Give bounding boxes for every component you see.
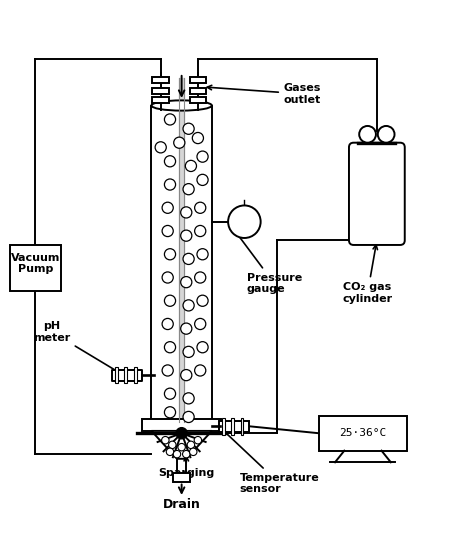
Circle shape — [183, 300, 194, 311]
Circle shape — [197, 174, 208, 185]
Ellipse shape — [151, 100, 212, 110]
Circle shape — [178, 443, 185, 451]
Circle shape — [378, 126, 394, 143]
Circle shape — [155, 142, 166, 153]
Bar — [112, 370, 142, 381]
FancyBboxPatch shape — [349, 143, 405, 245]
Circle shape — [181, 370, 192, 381]
Text: Pressure
gauge: Pressure gauge — [231, 225, 302, 295]
Bar — [222, 418, 225, 435]
Bar — [125, 367, 127, 384]
Circle shape — [162, 365, 173, 376]
Circle shape — [359, 126, 376, 143]
Circle shape — [181, 230, 192, 241]
Circle shape — [181, 207, 192, 218]
Text: pH
meter: pH meter — [33, 321, 119, 373]
Circle shape — [183, 253, 194, 265]
Circle shape — [192, 133, 203, 144]
Circle shape — [162, 272, 173, 283]
Circle shape — [181, 276, 192, 287]
Text: Sparging: Sparging — [158, 456, 214, 478]
Circle shape — [183, 123, 194, 134]
Circle shape — [166, 448, 173, 456]
Text: Gases
outlet: Gases outlet — [207, 83, 321, 105]
Circle shape — [194, 436, 201, 444]
Circle shape — [183, 411, 194, 422]
Circle shape — [228, 205, 261, 238]
Text: Temperature
sensor: Temperature sensor — [222, 430, 319, 495]
Bar — [142, 419, 221, 431]
Circle shape — [183, 346, 194, 357]
Text: CO₂ gas
cylinder: CO₂ gas cylinder — [343, 245, 392, 304]
Circle shape — [164, 249, 175, 260]
Circle shape — [164, 179, 175, 190]
Circle shape — [197, 249, 208, 260]
Circle shape — [195, 319, 206, 330]
Circle shape — [197, 151, 208, 162]
Circle shape — [162, 436, 169, 444]
Text: Vacuum
Pump: Vacuum Pump — [10, 253, 60, 274]
Bar — [231, 418, 234, 435]
Bar — [9, 245, 61, 291]
Circle shape — [164, 388, 175, 399]
Bar — [219, 421, 249, 432]
Text: Drain: Drain — [163, 498, 201, 511]
Circle shape — [164, 156, 175, 167]
Circle shape — [176, 428, 187, 439]
Bar — [152, 97, 169, 103]
Circle shape — [197, 295, 208, 306]
Circle shape — [197, 342, 208, 353]
Bar — [319, 416, 407, 451]
Circle shape — [173, 451, 181, 458]
Text: 25·36°C: 25·36°C — [339, 428, 386, 438]
Bar — [151, 105, 212, 426]
Circle shape — [173, 137, 185, 148]
Circle shape — [181, 323, 192, 334]
Circle shape — [164, 295, 175, 306]
Circle shape — [195, 272, 206, 283]
Bar — [173, 473, 190, 482]
Circle shape — [162, 319, 173, 330]
Bar — [241, 418, 244, 435]
Circle shape — [195, 225, 206, 236]
Bar — [134, 367, 137, 384]
Circle shape — [183, 393, 194, 404]
Bar — [115, 367, 118, 384]
Circle shape — [195, 202, 206, 213]
Circle shape — [164, 407, 175, 418]
Circle shape — [190, 448, 197, 456]
Circle shape — [162, 202, 173, 213]
Bar — [190, 88, 206, 94]
Circle shape — [164, 114, 175, 125]
Bar — [190, 77, 206, 83]
Circle shape — [187, 441, 195, 448]
Bar — [152, 77, 169, 83]
Circle shape — [169, 441, 176, 448]
Circle shape — [182, 451, 190, 458]
Circle shape — [195, 365, 206, 376]
Circle shape — [185, 160, 197, 171]
Bar — [190, 97, 206, 103]
Circle shape — [183, 184, 194, 195]
Circle shape — [162, 225, 173, 236]
Circle shape — [164, 342, 175, 353]
Bar — [152, 88, 169, 94]
Polygon shape — [151, 431, 212, 459]
